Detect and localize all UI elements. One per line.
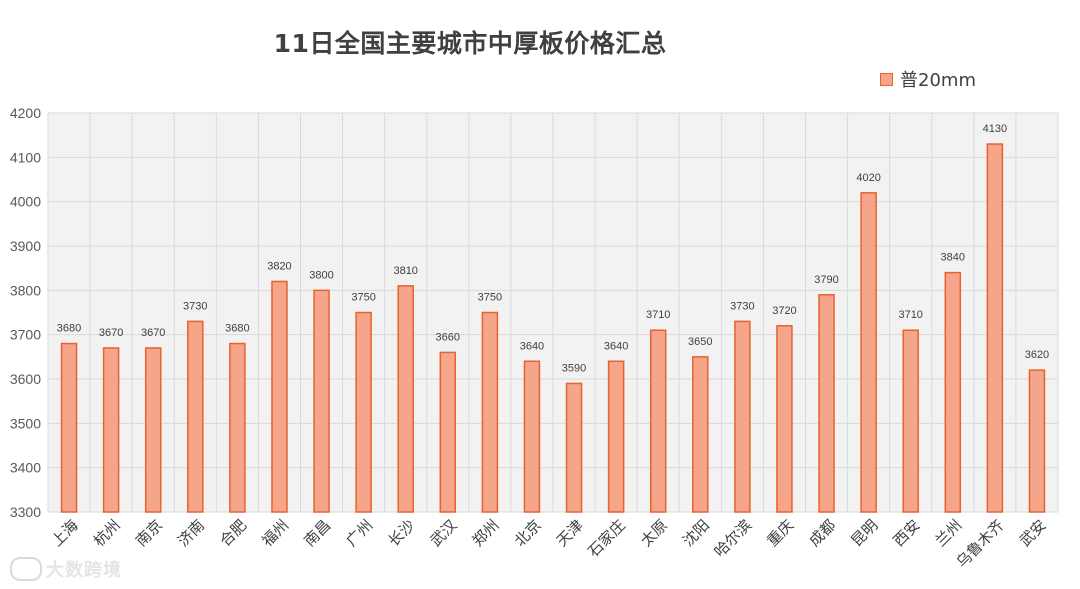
- x-tick-label: 昆明: [848, 516, 882, 550]
- data-label: 3730: [183, 300, 207, 312]
- data-label: 3640: [604, 340, 628, 352]
- bar: [944, 271, 962, 513]
- bar: [649, 329, 667, 513]
- y-tick-label: 3600: [10, 371, 41, 387]
- x-tick-label: 哈尔滨: [711, 516, 756, 561]
- data-label: 3670: [99, 327, 123, 339]
- data-label: 3840: [941, 252, 965, 264]
- bar: [1028, 369, 1046, 513]
- bar: [692, 356, 709, 513]
- bar: [776, 325, 793, 513]
- bar: [860, 192, 877, 513]
- legend-label: 普20mm: [900, 70, 976, 91]
- data-label: 3670: [141, 327, 165, 339]
- y-tick-label: 4200: [10, 105, 41, 121]
- x-tick-label: 石家庄: [584, 516, 629, 561]
- data-label: 3650: [688, 336, 712, 348]
- y-tick-label: 4000: [10, 194, 41, 210]
- bar: [60, 342, 78, 513]
- bar: [102, 347, 120, 513]
- data-label: 3660: [436, 331, 460, 343]
- x-tick-label: 上海: [48, 516, 82, 550]
- x-tick-label: 重庆: [763, 516, 797, 550]
- data-label: 3680: [225, 323, 249, 335]
- data-label: 3820: [267, 260, 291, 272]
- bar: [229, 342, 246, 513]
- logo-icon: [10, 557, 42, 581]
- data-label: 3710: [898, 309, 922, 321]
- data-label: 3590: [562, 362, 586, 374]
- x-tick-label: 长沙: [385, 516, 419, 550]
- y-tick-label: 3900: [10, 238, 41, 254]
- x-tick-label: 郑州: [469, 516, 503, 550]
- bar: [397, 285, 414, 513]
- data-label: 3620: [1025, 349, 1049, 361]
- x-tick-label: 济南: [174, 516, 208, 550]
- data-label: 3800: [309, 269, 333, 281]
- x-tick-label: 沈阳: [679, 516, 713, 550]
- data-label: 3730: [730, 300, 754, 312]
- x-tick-label: 南京: [132, 516, 166, 550]
- bar: [439, 351, 457, 513]
- x-tick-label: 兰州: [932, 516, 966, 550]
- x-tick-label: 南昌: [300, 516, 334, 550]
- legend-swatch: [880, 72, 893, 86]
- x-tick-label: 武汉: [427, 516, 461, 550]
- bar: [144, 347, 162, 513]
- x-tick-label: 天津: [553, 516, 587, 550]
- x-tick-label: 广州: [343, 516, 377, 550]
- bar: [734, 320, 751, 513]
- y-tick-label: 4100: [10, 149, 41, 165]
- data-label: 3710: [646, 309, 670, 321]
- y-tick-label: 3400: [10, 460, 41, 476]
- data-label: 3680: [57, 323, 81, 335]
- y-tick-label: 3300: [10, 504, 41, 520]
- x-tick-label: 武安: [1016, 516, 1050, 550]
- bar: [523, 360, 541, 513]
- data-label: 4130: [983, 123, 1007, 135]
- x-tick-label: 西安: [890, 516, 924, 550]
- data-label: 3790: [814, 274, 838, 286]
- data-label: 3720: [772, 305, 796, 317]
- data-label: 4020: [856, 172, 880, 184]
- x-tick-label: 成都: [805, 516, 839, 550]
- y-tick-label: 3800: [10, 282, 41, 298]
- bar: [355, 311, 372, 513]
- bar: [271, 280, 288, 513]
- x-tick-label: 福州: [258, 516, 292, 550]
- x-tick-label: 合肥: [216, 516, 250, 550]
- data-label: 3750: [478, 292, 502, 304]
- bar: [607, 360, 625, 513]
- y-tick-label: 3700: [10, 327, 41, 343]
- bar: [986, 143, 1004, 513]
- bar: [818, 294, 835, 513]
- x-tick-label: 杭州: [90, 516, 124, 550]
- y-tick-label: 3500: [10, 415, 41, 431]
- chart-title: 11日全国主要城市中厚板价格汇总: [273, 29, 667, 58]
- watermark-text: 大数跨境: [46, 560, 122, 581]
- bar: [187, 320, 204, 513]
- x-tick-label: 北京: [511, 516, 545, 550]
- bar: [313, 289, 330, 513]
- data-label: 3640: [520, 340, 544, 352]
- bar: [481, 311, 499, 513]
- bar: [902, 329, 919, 513]
- x-tick-label: 太原: [637, 516, 671, 550]
- data-label: 3750: [351, 292, 375, 304]
- bar: [565, 382, 583, 513]
- watermark: 大数跨境: [10, 556, 122, 582]
- legend: 普20mm: [880, 66, 976, 92]
- data-label: 3810: [393, 265, 417, 277]
